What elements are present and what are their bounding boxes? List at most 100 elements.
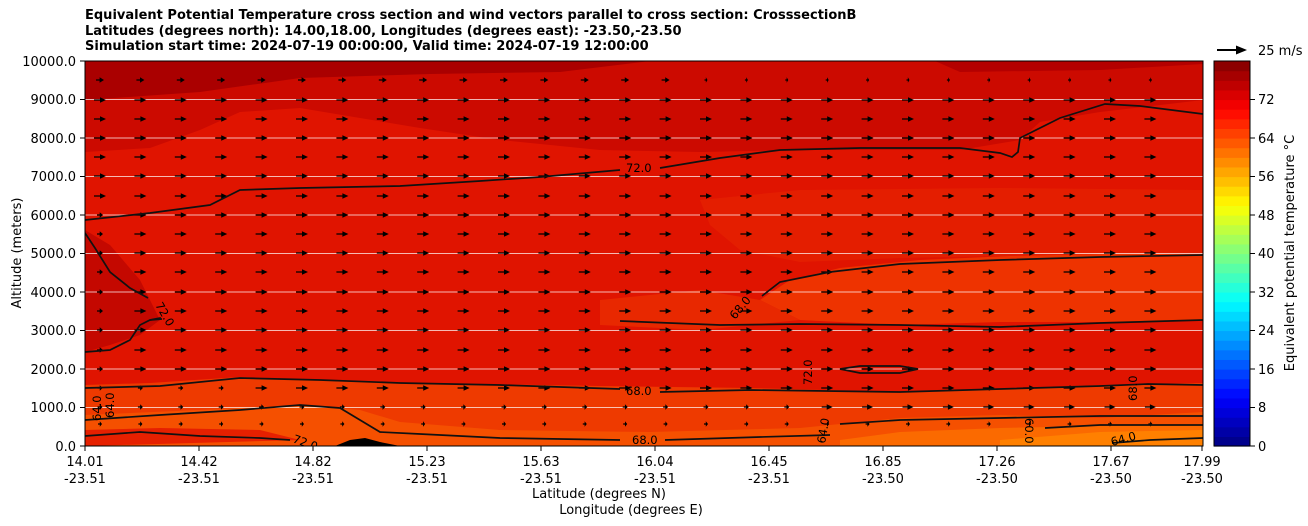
wind-vector — [780, 135, 793, 141]
wind-vector — [902, 308, 914, 314]
wind-vector — [861, 154, 874, 160]
wind-vector — [700, 327, 712, 333]
wind-vector — [619, 116, 632, 122]
wind-vector — [619, 327, 632, 333]
wind-vector — [457, 154, 470, 160]
wind-vector — [700, 289, 712, 295]
wind-vector — [1144, 250, 1157, 256]
wind-vector — [1144, 327, 1157, 333]
wind-vector — [700, 250, 712, 256]
wind-vector — [902, 404, 914, 410]
wind-vector — [1104, 366, 1116, 372]
wind-vector — [1068, 77, 1072, 83]
colorbar-swatch — [1214, 369, 1250, 380]
title-line-2: Latitudes (degrees north): 14.00,18.00, … — [85, 23, 682, 39]
wind-vector — [1063, 366, 1076, 372]
wind-vector — [982, 154, 995, 160]
wind-vector — [215, 327, 228, 333]
wind-vector — [906, 77, 910, 83]
wind-vector — [215, 154, 228, 160]
x-axis-label-lat: Latitude (degrees N) — [532, 487, 666, 502]
colorbar-swatch — [1214, 128, 1250, 139]
wind-vector — [580, 77, 589, 83]
quiver-key: 25 m/s — [1217, 44, 1303, 59]
wind-vector — [218, 385, 224, 391]
wind-vector — [740, 347, 753, 353]
wind-vector — [376, 212, 389, 218]
wind-vector — [821, 135, 834, 141]
wind-vector — [338, 77, 347, 83]
wind-vector — [659, 269, 672, 275]
wind-vector — [174, 154, 187, 160]
wind-vector — [700, 116, 712, 122]
wind-vector — [740, 193, 753, 199]
wind-vector — [137, 385, 143, 391]
colorbar-swatch — [1214, 147, 1250, 158]
wind-vector — [619, 135, 632, 141]
wind-vector — [982, 173, 995, 179]
contour-label: 64.0 — [103, 392, 117, 418]
wind-vector — [336, 193, 349, 199]
wind-vector — [700, 154, 712, 160]
wind-vector — [134, 231, 147, 237]
wind-vector — [1104, 269, 1116, 275]
wind-vector — [174, 193, 187, 199]
wind-vector — [296, 385, 308, 391]
wind-vector — [498, 154, 510, 160]
wind-vector — [700, 308, 712, 314]
wind-vector — [174, 231, 187, 237]
x-tick-lon: -23.50 — [976, 472, 1018, 487]
wind-vector — [942, 327, 955, 333]
wind-vector — [296, 173, 308, 179]
wind-vector — [902, 135, 914, 141]
wind-vector — [376, 327, 389, 333]
wind-vector — [1104, 97, 1116, 103]
wind-vector — [780, 193, 793, 199]
wind-vector — [661, 77, 670, 83]
wind-vector — [174, 347, 187, 353]
chart-title: Equivalent Potential Temperature cross s… — [85, 8, 856, 55]
y-axis-label: Altitude (meters) — [10, 198, 25, 309]
wind-vector — [457, 385, 470, 391]
wind-vector — [1104, 231, 1116, 237]
wind-vector — [255, 173, 268, 179]
wind-vector — [740, 327, 753, 333]
wind-vector — [336, 154, 349, 160]
wind-vector — [780, 231, 793, 237]
wind-vector — [255, 97, 268, 103]
wind-vector — [336, 385, 349, 391]
wind-vector — [821, 116, 834, 122]
wind-vector — [538, 308, 551, 314]
wind-vector — [821, 289, 834, 295]
x-tick-lat: 14.82 — [294, 455, 331, 470]
wind-vector — [743, 404, 749, 410]
wind-vector — [417, 308, 430, 314]
wind-vector — [97, 327, 103, 333]
wind-vector — [659, 308, 672, 314]
wind-vector — [296, 193, 308, 199]
wind-vector — [457, 366, 470, 372]
wind-vector — [457, 116, 470, 122]
wind-vector — [780, 347, 793, 353]
wind-vector — [1104, 193, 1116, 199]
wind-vector — [821, 193, 834, 199]
wind-vector — [340, 421, 345, 427]
wind-vector — [457, 212, 470, 218]
wind-vector — [538, 269, 551, 275]
wind-vector — [257, 77, 266, 83]
wind-vector — [1104, 135, 1116, 141]
contour-label: 64.0 — [90, 395, 104, 421]
wind-vector — [97, 404, 103, 410]
wind-vector — [134, 250, 147, 256]
wind-vector — [1144, 135, 1157, 141]
wind-vector — [740, 269, 753, 275]
wind-vector — [1063, 250, 1076, 256]
wind-vector — [255, 327, 268, 333]
wind-vector — [942, 97, 955, 103]
wind-vector — [663, 404, 669, 410]
wind-vector — [376, 97, 389, 103]
wind-vector — [821, 385, 834, 391]
wind-vector — [740, 289, 753, 295]
y-axis: 0.0 1000.0 2000.0 3000.0 4000.0 5000.0 6… — [10, 55, 85, 455]
title-line-3: Simulation start time: 2024-07-19 00:00:… — [85, 39, 649, 54]
